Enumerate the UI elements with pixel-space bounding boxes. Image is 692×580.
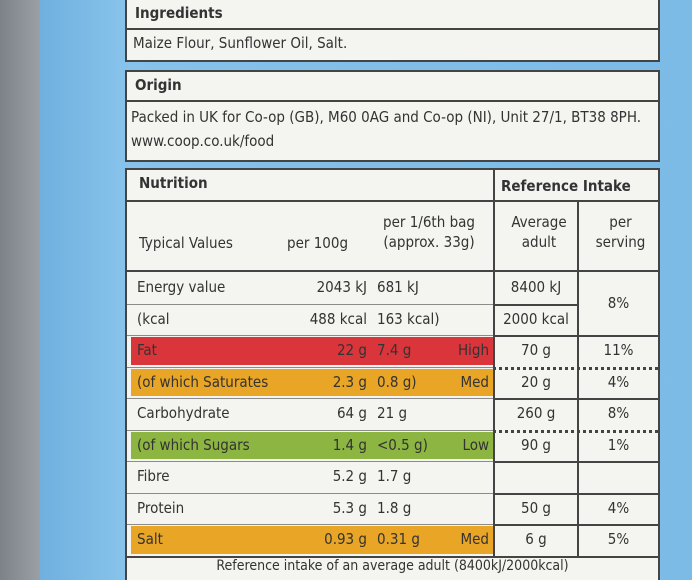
ri-amount: 20 g (520, 372, 552, 391)
rule (127, 28, 658, 30)
nutrient-name: Energy value (137, 278, 226, 296)
ri-amount: 70 g (520, 341, 552, 359)
per-100g: 5.2 g (332, 467, 367, 485)
per-100g: 0.93 g (324, 530, 367, 548)
origin-line: www.coop.co.uk/food (131, 132, 275, 150)
traffic-light (131, 431, 493, 459)
rule (493, 492, 658, 495)
ri-percent: 5% (607, 530, 630, 548)
nutrition-title: Nutrition (139, 174, 208, 192)
rule (127, 524, 493, 525)
ri-amount: 90 g (520, 435, 552, 454)
nutrient-name: (of which Saturates (137, 372, 269, 391)
ri-amount: 6 g (525, 530, 547, 548)
rule (493, 303, 579, 306)
ri-amount: 50 g (520, 498, 552, 517)
reference-title: Reference Intake (501, 177, 631, 195)
rule (127, 270, 658, 272)
header: per 1/6th bag (approx. 33g) (383, 213, 475, 251)
per-serving: 21 g (377, 404, 408, 422)
per-100g: 22 g (336, 341, 367, 359)
rule (493, 170, 495, 556)
ri-percent: 8% (607, 404, 630, 422)
ri-amount: 260 g (516, 404, 556, 422)
level: Med (460, 372, 489, 391)
ri-amount: 8400 kJ (510, 278, 562, 296)
ri-percent: 4% (607, 498, 630, 517)
nutrient-name: Protein (137, 498, 185, 517)
ri-percent: 11% (603, 341, 634, 359)
rule (493, 398, 658, 400)
nutrient-name: (kcal (137, 309, 170, 328)
rule (127, 492, 493, 494)
ingredients-text: Maize Flour, Sunflower Oil, Salt. (133, 34, 348, 52)
level: Low (462, 435, 489, 454)
per-serving: 163 kcal) (377, 309, 440, 328)
per-serving: 1.7 g (377, 467, 412, 485)
footnote: Reference intake of an average adult (84… (216, 558, 569, 574)
per-100g: 1.4 g (332, 435, 367, 454)
rule (127, 200, 658, 202)
per-serving: 0.8 g) (377, 372, 417, 391)
nutrient-name: Fat (137, 341, 157, 359)
origin-box: Origin Packed in UK for Co-op (GB), M60 … (125, 70, 660, 162)
per-100g: 2043 kJ (316, 278, 367, 296)
nutrition-box: Nutrition Reference Intake Typical Value… (125, 168, 660, 580)
per-serving: <0.5 g) (377, 435, 428, 454)
per-100g: 5.3 g (332, 498, 367, 517)
traffic-light (131, 368, 493, 396)
rule (127, 100, 658, 102)
ri-percent: 4% (607, 372, 630, 391)
ingredients-box: Ingredients Maize Flour, Sunflower Oil, … (125, 0, 660, 62)
header: Average adult (511, 213, 567, 251)
per-serving: 1.8 g (377, 498, 412, 517)
rule (493, 429, 658, 435)
nutrient-name: Carbohydrate (137, 404, 230, 422)
nutrient-name: (of which Sugars (137, 435, 250, 454)
rule (493, 524, 658, 526)
per-serving: 0.31 g (377, 530, 420, 548)
rule (493, 335, 658, 337)
traffic-light (131, 526, 493, 554)
rule (127, 429, 493, 431)
header: per 100g (287, 234, 349, 252)
rule (127, 303, 493, 305)
per-serving: 681 kJ (377, 278, 419, 296)
level: High (457, 341, 489, 359)
rule (127, 461, 493, 462)
rule (577, 200, 579, 556)
rule (127, 556, 658, 558)
nutrient-name: Salt (137, 530, 163, 548)
per-100g: 64 g (336, 404, 367, 422)
rule (493, 366, 658, 372)
header: per serving (595, 213, 646, 251)
ri-percent: 8% (607, 293, 630, 312)
ri-percent: 1% (607, 435, 630, 454)
per-serving: 7.4 g (377, 341, 412, 359)
origin-title: Origin (135, 76, 182, 94)
ri-amount: 2000 kcal (503, 309, 569, 328)
level: Med (460, 530, 489, 548)
header: Typical Values (139, 234, 233, 252)
per-100g: 488 kcal (309, 309, 367, 328)
nutrient-name: Fibre (137, 467, 170, 485)
per-100g: 2.3 g (332, 372, 367, 391)
rule (127, 398, 493, 399)
ingredients-title: Ingredients (135, 4, 223, 22)
rule (493, 461, 658, 463)
rule (127, 366, 493, 368)
origin-line: Packed in UK for Co-op (GB), M60 0AG and… (131, 108, 641, 126)
rule (127, 335, 493, 336)
traffic-light (131, 337, 493, 365)
